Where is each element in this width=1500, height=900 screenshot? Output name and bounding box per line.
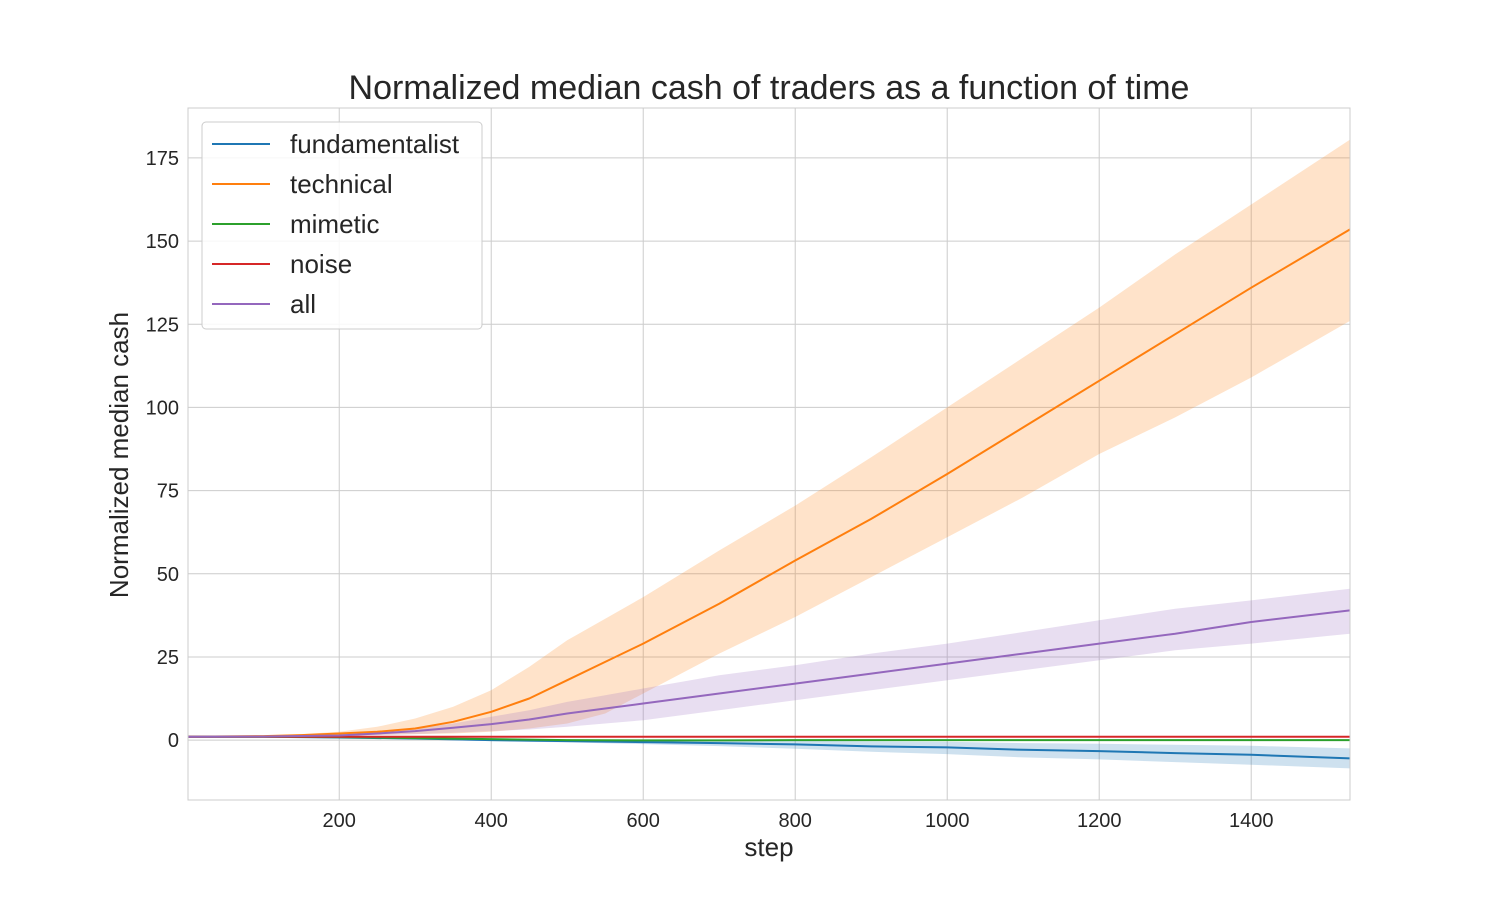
band-technical [188, 139, 1350, 737]
x-axis-label: step [744, 832, 793, 862]
series-line-all [187, 609, 1351, 738]
y-tick-label: 25 [157, 647, 179, 669]
x-tick-label: 1000 [925, 810, 970, 832]
x-tick-label: 1400 [1229, 810, 1274, 832]
legend: fundamentalist technical mimetic noise all [201, 121, 483, 330]
chart-title: Normalized median cash of traders as a f… [349, 69, 1190, 107]
legend-box [201, 121, 483, 330]
legend-label-technical: technical [290, 169, 393, 199]
y-tick-label: 125 [146, 314, 179, 336]
y-tick-label: 75 [157, 481, 179, 503]
plot-frame [187, 107, 1351, 801]
series-lines [187, 228, 1351, 760]
y-tick-label: 175 [146, 148, 179, 170]
legend-label-mimetic: mimetic [290, 209, 380, 239]
x-tick-label: 1200 [1077, 810, 1122, 832]
y-tick-label: 0 [168, 730, 179, 752]
band-fundamentalist [188, 736, 1350, 769]
grid-lines [188, 108, 1350, 800]
x-tick-label: 600 [627, 810, 660, 832]
y-tick-labels: 0 25 50 75 100 125 150 175 [146, 148, 179, 752]
x-tick-label: 400 [475, 810, 508, 832]
legend-label-fundamentalist: fundamentalist [290, 129, 460, 159]
legend-label-noise: noise [290, 249, 352, 279]
y-axis-label: Normalized median cash [104, 312, 134, 598]
y-tick-label: 100 [146, 397, 179, 419]
x-tick-label: 200 [323, 810, 356, 832]
y-tick-label: 150 [146, 231, 179, 253]
x-tick-labels: 200 400 600 800 1000 1200 1400 [323, 810, 1274, 832]
y-tick-label: 50 [157, 564, 179, 586]
x-tick-label: 800 [779, 810, 812, 832]
legend-label-all: all [290, 289, 316, 319]
band-all [188, 588, 1350, 737]
series-line-technical [187, 228, 1351, 738]
